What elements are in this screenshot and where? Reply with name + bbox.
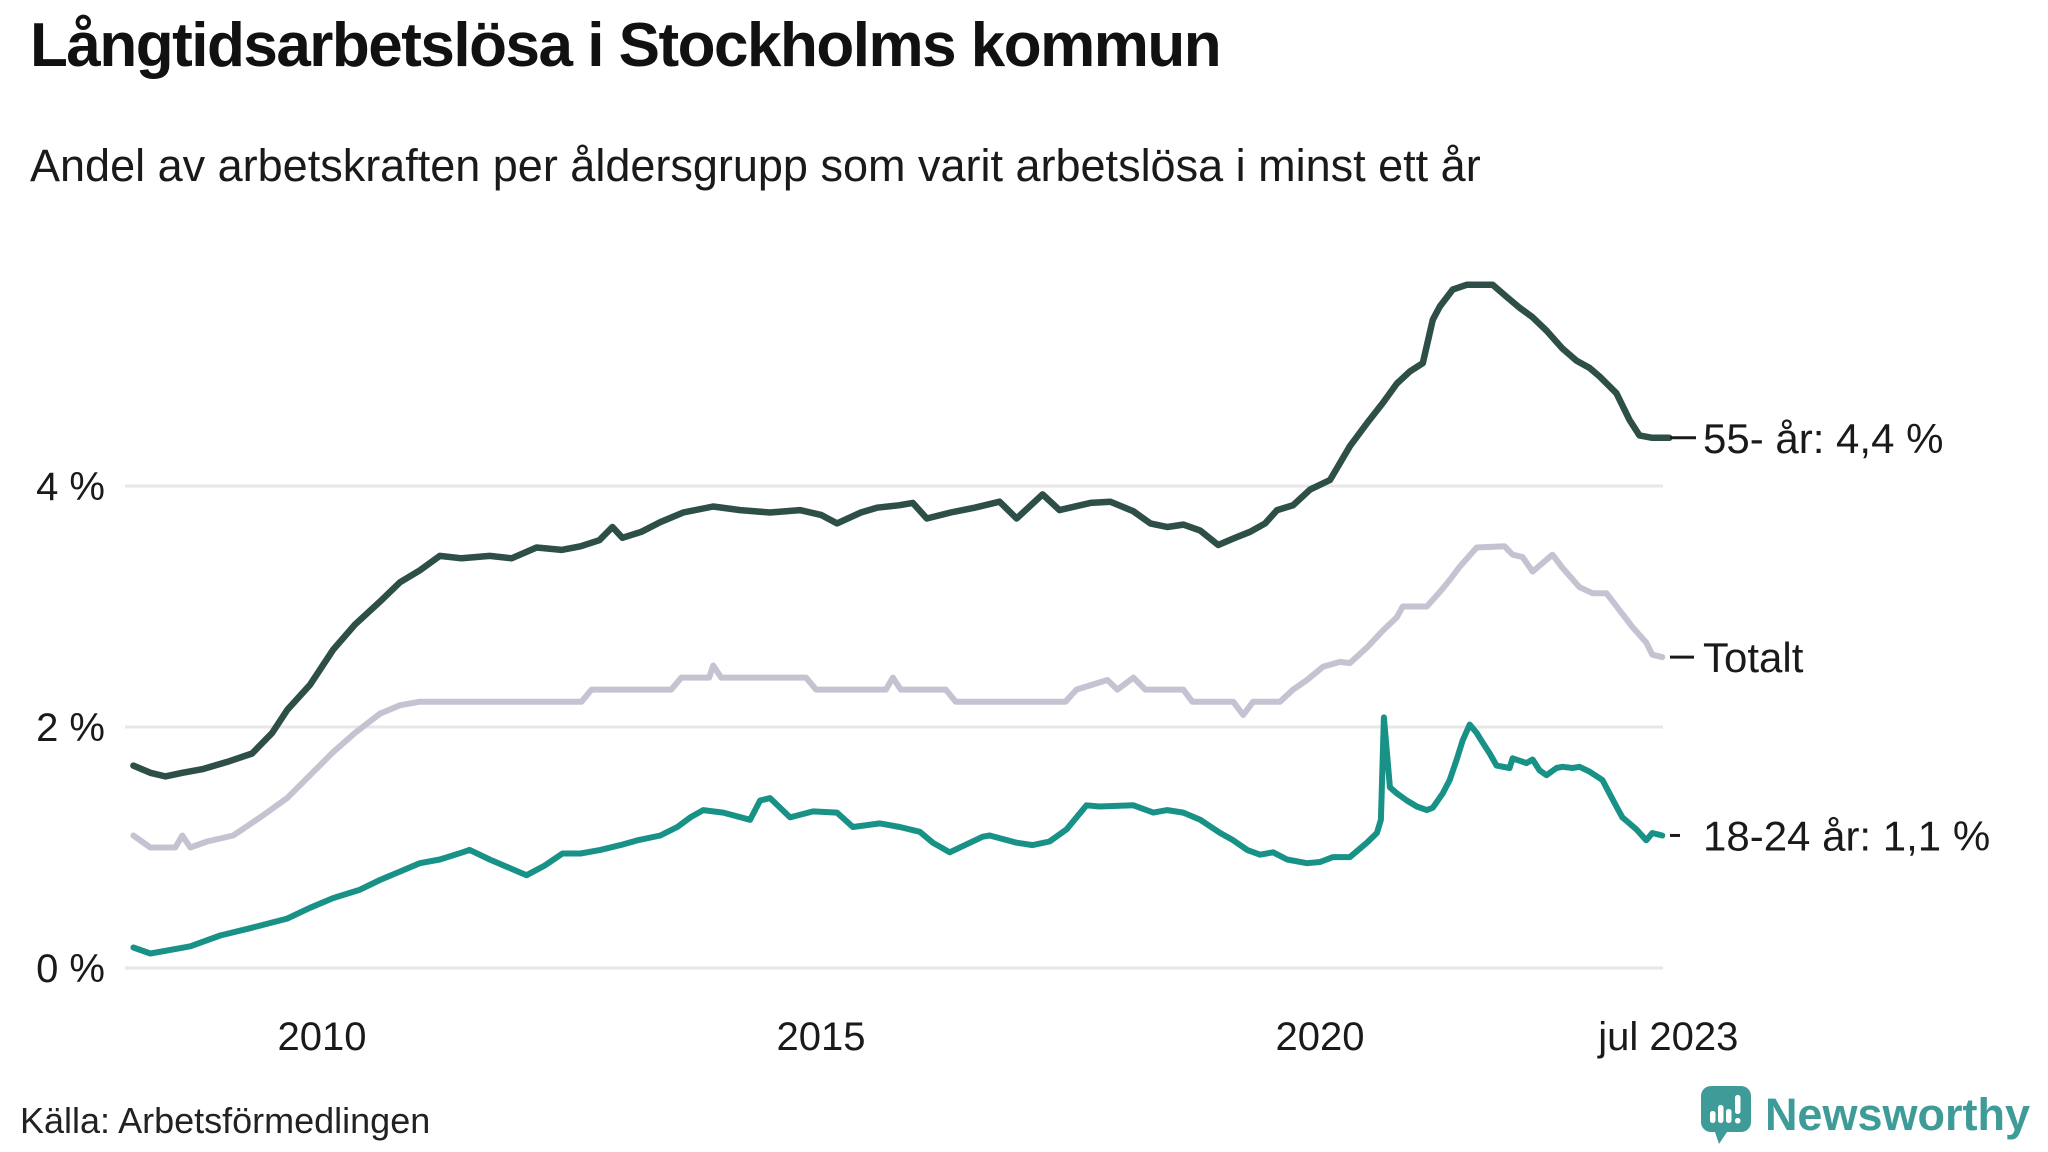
y-tick-label: 4 % [36, 465, 105, 509]
x-tick-label: 2015 [777, 1015, 866, 1059]
series-end-labels: 55- år: 4,4 % Totalt 18-24 år: 1,1 % [1670, 415, 1990, 859]
x-tick-label: 2020 [1276, 1015, 1365, 1059]
x-axis-labels: 2010 2015 2020 jul 2023 [278, 1015, 1739, 1059]
y-axis-labels: 0 % 2 % 4 % [36, 465, 105, 991]
series-end-label: Totalt [1703, 634, 1804, 681]
gridlines [125, 484, 1663, 970]
series-end-label: 55- år: 4,4 % [1703, 415, 1943, 462]
source-note: Källa: Arbetsförmedlingen [20, 1100, 431, 1141]
line-chart: 0 % 2 % 4 % 2010 2015 2020 jul 2023 55- år: 4… [36, 281, 1990, 1059]
series-lines [130, 281, 1673, 957]
series-end-label: 18-24 år: 1,1 % [1703, 812, 1990, 859]
newsworthy-wordmark: Newsworthy [1764, 1089, 2030, 1140]
y-tick-label: 0 % [36, 947, 105, 991]
y-tick-label: 2 % [36, 706, 105, 750]
newsworthy-bubble-chart-icon [1700, 1086, 1751, 1144]
x-tick-label: 2010 [278, 1015, 367, 1059]
series-line-1 [130, 281, 1673, 780]
chart-title: Långtidsarbetslösa i Stockholms kommun [30, 11, 1222, 80]
series-line-3 [130, 714, 1666, 957]
series-line-2 [130, 543, 1666, 851]
newsworthy-logo: Newsworthy [1700, 1086, 2030, 1144]
chart-subtitle: Andel av arbetskraften per åldersgrupp s… [30, 140, 1481, 191]
x-tick-label: jul 2023 [1597, 1015, 1738, 1059]
